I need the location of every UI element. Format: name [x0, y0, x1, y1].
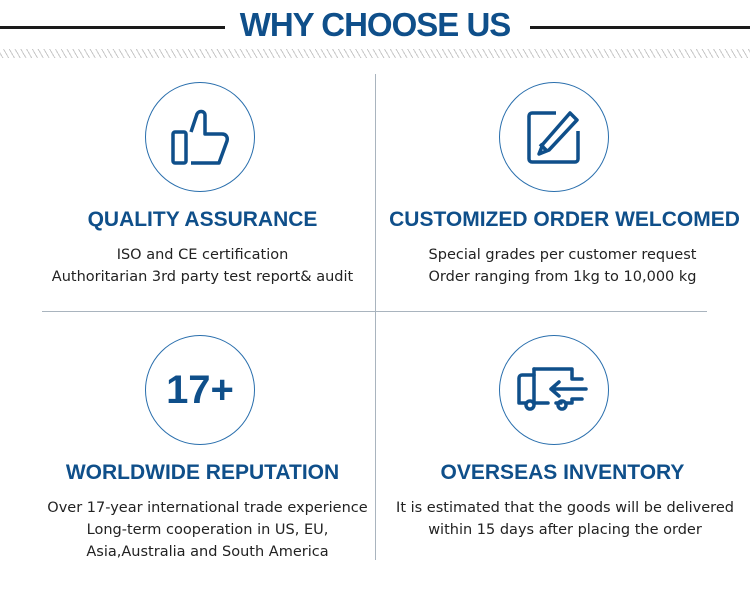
years-badge: 17+ — [145, 335, 255, 445]
feature-line: Order ranging from 1kg to 10,000 kg — [428, 269, 697, 285]
feature-line: ISO and CE certification — [116, 247, 289, 263]
feature-description: ISO and CE certification Authoritarian 3… — [15, 244, 390, 288]
title-rule-right — [530, 26, 750, 29]
horizontal-divider — [42, 311, 707, 312]
edit-pencil-icon — [499, 82, 609, 192]
feature-line: It is estimated that the goods will be d… — [396, 500, 734, 516]
vertical-divider — [375, 74, 376, 560]
feature-heading: QUALITY ASSURANCE — [87, 208, 318, 231]
years-badge-text: 17+ — [166, 367, 234, 412]
feature-description: It is estimated that the goods will be d… — [375, 497, 750, 541]
feature-line: within 15 days after placing the order — [428, 522, 702, 538]
hatched-divider — [0, 49, 750, 58]
feature-line: Authoritarian 3rd party test report& aud… — [51, 269, 354, 285]
delivery-truck-icon — [499, 335, 609, 445]
feature-line: Special grades per customer request — [428, 247, 697, 263]
feature-line: Asia,Australia and South America — [86, 544, 329, 560]
title-rule-left — [0, 26, 225, 29]
feature-heading: OVERSEAS INVENTORY — [440, 461, 685, 484]
feature-heading: WORLDWIDE REPUTATION — [65, 461, 340, 484]
feature-description: Over 17-year international trade experie… — [20, 497, 395, 563]
feature-line: Over 17-year international trade experie… — [47, 500, 368, 516]
feature-line: Long-term cooperation in US, EU, — [86, 522, 329, 538]
feature-description: Special grades per customer request Orde… — [375, 244, 750, 288]
feature-heading: CUSTOMIZED ORDER WELCOMED — [389, 208, 740, 231]
thumbs-up-icon — [145, 82, 255, 192]
page-title: WHY CHOOSE US — [239, 6, 512, 43]
